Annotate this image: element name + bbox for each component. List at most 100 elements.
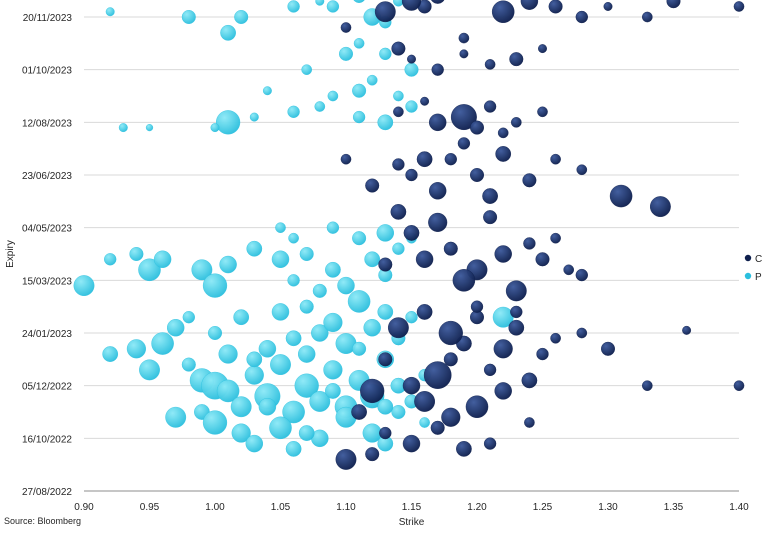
bubble-c (521, 372, 538, 389)
bubble-c (575, 10, 588, 24)
bubble-c (429, 113, 447, 132)
bubble-c (407, 54, 416, 64)
bubble-c (456, 441, 472, 457)
bubble-c (470, 300, 484, 313)
bubble-p (246, 240, 263, 257)
bubble-c (494, 382, 512, 400)
x-tick-label: 1.00 (205, 502, 225, 513)
bubble-p (377, 304, 394, 320)
bubble-c (365, 178, 380, 193)
bubble-p (202, 410, 228, 435)
y-tick-label: 27/08/2022 (22, 487, 72, 498)
bubble-c (470, 120, 485, 135)
bubble-p (419, 417, 430, 428)
bubble-c (438, 320, 463, 346)
bubble-p (312, 283, 327, 298)
bubble-p (392, 242, 405, 255)
bubble-p (301, 64, 313, 75)
bubble-c (510, 305, 523, 319)
bubble-p (287, 0, 300, 13)
bubble-p (102, 346, 119, 362)
bubble-p (245, 434, 264, 453)
bubble-c (538, 44, 547, 54)
bubble-p (219, 255, 237, 274)
bubble-p (166, 319, 185, 337)
bubble-c (378, 257, 393, 272)
bubble-p (151, 332, 174, 355)
bubble-p (323, 312, 343, 333)
bubble-p (216, 379, 240, 403)
bubble-p (299, 299, 314, 314)
bubble-p (145, 123, 154, 132)
bubble-c (522, 173, 537, 188)
bubble-c (402, 376, 421, 395)
bubble-c (609, 184, 633, 208)
bubble-c (335, 448, 357, 470)
x-tick-label: 1.15 (402, 502, 422, 513)
bubble-c (493, 339, 513, 359)
bubble-c (391, 41, 406, 56)
bubble-c (457, 137, 471, 150)
bubble-p (73, 275, 95, 296)
bubble-c (416, 304, 433, 320)
bubble-c (482, 188, 498, 204)
bubble-p (282, 400, 305, 424)
bubble-c (420, 96, 430, 106)
bubble-c (576, 327, 588, 339)
x-tick-label: 1.20 (467, 502, 487, 513)
bubble-c (495, 146, 512, 162)
bubble-p (165, 406, 187, 428)
bubble-p (366, 74, 378, 86)
bubble-p (326, 221, 340, 234)
bubble-c (414, 391, 435, 412)
data-points (73, 0, 745, 470)
bubble-p (325, 261, 341, 278)
bubble-c (682, 325, 692, 335)
bubble-p (104, 253, 117, 266)
bubble-c (575, 268, 588, 282)
bubble-p (404, 62, 419, 77)
x-tick-label: 1.30 (598, 502, 618, 513)
bubble-c (524, 417, 535, 428)
bubble-p (405, 100, 418, 113)
bubble-p (325, 383, 341, 399)
bubble-c (497, 127, 509, 139)
bubble-p (314, 101, 326, 112)
bubble-c (523, 237, 536, 250)
bubble-c (509, 52, 524, 67)
bubble-c (459, 49, 469, 59)
bubble-p (377, 114, 394, 131)
bubble-p (287, 274, 300, 287)
bubble-c (450, 104, 477, 131)
bubble-p (262, 86, 272, 96)
bubble-p (218, 344, 238, 364)
bubble-p (309, 391, 331, 412)
bubble-c (550, 232, 561, 244)
x-tick-label: 1.05 (271, 502, 291, 513)
bubble-c (483, 363, 497, 377)
bubble-p (326, 0, 340, 13)
bubble-c (666, 0, 681, 9)
bubble-c (491, 0, 515, 23)
y-tick-label: 24/01/2023 (22, 329, 72, 340)
bubble-p (129, 246, 144, 261)
bubble-p (182, 311, 195, 324)
bubble-p (271, 250, 290, 268)
bubble-p (288, 232, 299, 244)
bubble-c (484, 59, 496, 70)
bubble-c (536, 347, 549, 361)
y-tick-label: 01/10/2023 (22, 66, 72, 77)
bubble-p (352, 83, 367, 98)
bubble-c (535, 252, 550, 267)
bubble-p (181, 9, 196, 25)
bubble-p (377, 398, 394, 415)
bubble-p (269, 416, 292, 440)
bubble-c (443, 241, 458, 256)
bubble-c (402, 434, 421, 453)
bubble-c (403, 225, 420, 241)
bubble-c (548, 0, 563, 14)
bubble-c (415, 250, 434, 268)
bubble-c (601, 341, 616, 356)
bubble-p (126, 339, 146, 359)
